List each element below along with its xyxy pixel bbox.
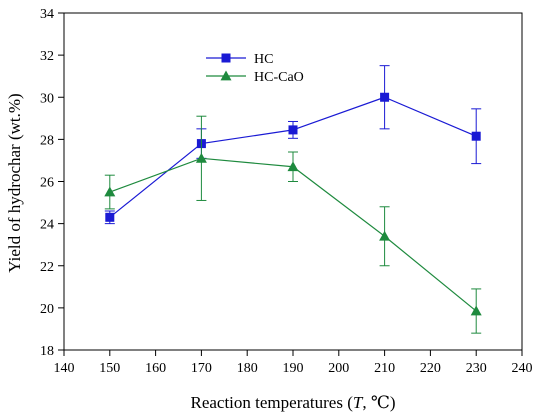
data-point xyxy=(287,161,299,172)
y-tick-label: 22 xyxy=(40,260,54,275)
legend-marker xyxy=(220,70,232,81)
x-tick-label: 240 xyxy=(512,361,533,376)
legend-marker xyxy=(221,53,231,63)
y-tick-label: 28 xyxy=(40,133,54,148)
data-point xyxy=(379,230,391,241)
data-point xyxy=(105,212,115,222)
y-axis-title: Yield of hydrochar (wt.%) xyxy=(5,93,24,272)
x-tick-label: 140 xyxy=(54,361,75,376)
y-tick-label: 24 xyxy=(40,218,54,233)
y-tick-label: 30 xyxy=(40,91,54,106)
data-point xyxy=(104,186,116,197)
x-tick-label: 210 xyxy=(374,361,395,376)
data-point xyxy=(380,92,390,102)
data-point xyxy=(470,305,482,316)
data-point xyxy=(288,125,298,135)
series-hc xyxy=(104,65,482,225)
x-tick-label: 220 xyxy=(420,361,441,376)
y-tick-label: 34 xyxy=(40,7,54,22)
y-tick-label: 26 xyxy=(40,176,54,191)
x-tick-label: 160 xyxy=(145,361,166,376)
legend-label: HC xyxy=(254,52,273,67)
data-point xyxy=(471,131,481,141)
y-tick-label: 18 xyxy=(40,344,54,359)
series-hc-cao xyxy=(104,115,482,334)
x-tick-label: 200 xyxy=(328,361,349,376)
x-tick-label: 190 xyxy=(283,361,304,376)
x-tick-label: 150 xyxy=(99,361,120,376)
x-axis-title: Reaction temperatures (T, ℃) xyxy=(190,393,395,412)
y-tick-label: 32 xyxy=(40,49,54,64)
y-tick-label: 20 xyxy=(40,302,54,317)
x-tick-label: 170 xyxy=(191,361,212,376)
data-point xyxy=(195,152,207,163)
legend-label: HC-CaO xyxy=(254,70,304,85)
x-tick-label: 230 xyxy=(466,361,487,376)
x-tick-label: 180 xyxy=(237,361,258,376)
